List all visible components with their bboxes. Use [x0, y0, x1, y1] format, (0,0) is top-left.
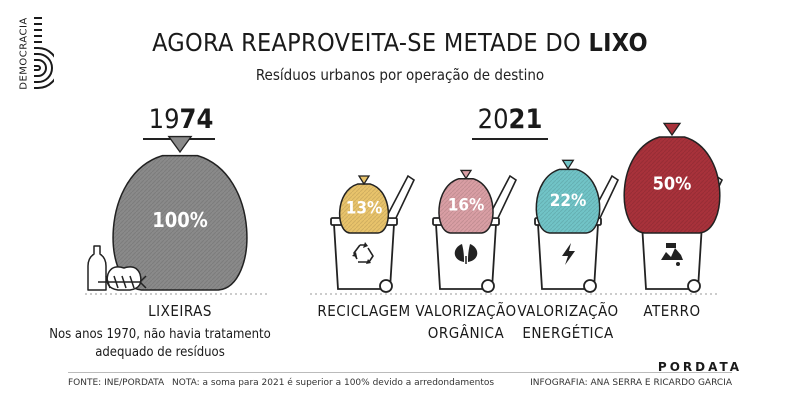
- category-label-line: VALORIZAÇÃO: [415, 302, 517, 320]
- value-label-valorizacao_energetica: 22%: [550, 191, 587, 211]
- bag-texture-lixeiras: [113, 155, 247, 290]
- footer-source: FONTE: INE/PORDATA: [68, 378, 165, 388]
- leaf-right: [468, 244, 478, 262]
- category-label-aterro: ATERRO: [602, 300, 742, 322]
- bag-reciclagem: 13%: [338, 175, 390, 234]
- bag-knot-valorizacao_energetica: [561, 159, 575, 170]
- bag-aterro: 50%: [623, 122, 721, 234]
- year-2021-regular: 20: [477, 104, 509, 135]
- year-1974-regular: 19: [148, 104, 180, 135]
- title-bold: LIXO: [588, 28, 648, 57]
- bin-wheel-reciclagem: [379, 279, 393, 293]
- footer-note: NOTA: a soma para 2021 é superior a 100%…: [172, 378, 495, 388]
- landfill-truck: [666, 243, 676, 248]
- category-label-line: ORGÂNICA: [427, 324, 505, 342]
- landfill-wheel: [676, 262, 680, 266]
- bag-knot-lixeiras: [167, 135, 193, 154]
- year-2021-bold: 21: [508, 104, 543, 135]
- value-label-valorizacao_organica: 16%: [448, 196, 485, 216]
- note-1974-line1: Nos anos 1970, não havia tratamento: [49, 327, 271, 342]
- rubbish-icons: [87, 245, 147, 291]
- category-label-valorizacao-energetica: VALORIZAÇÃO ENERGÉTICA: [498, 300, 638, 344]
- value-label-lixeiras: 100%: [152, 208, 208, 232]
- recycle-arrows: [353, 244, 374, 263]
- bin-lid-valorizacao_organica: [486, 174, 518, 219]
- leaf-left: [454, 244, 464, 262]
- landfill-icon: [661, 243, 683, 266]
- category-label-line: ENERGÉTICA: [522, 324, 614, 342]
- pordata-logo: PORDATA: [657, 360, 742, 374]
- bottle-icon: [87, 245, 107, 291]
- chart-subtitle: Resíduos urbanos por operação de destino: [255, 66, 545, 84]
- year-2021: 2021: [470, 104, 550, 135]
- bag-knot-valorizacao_organica: [459, 169, 473, 180]
- bag-texture-aterro: [624, 137, 720, 233]
- bin-wheel-valorizacao_organica: [481, 279, 495, 293]
- bin-wheel-aterro: [687, 279, 701, 293]
- landfill-mound: [661, 248, 683, 260]
- fishbone-icon: [98, 275, 147, 289]
- bag-texture-reciclagem: [339, 184, 389, 233]
- recycle-heads: [352, 242, 371, 264]
- bag-knot-reciclagem: [357, 175, 371, 186]
- category-label-lixeiras: LIXEIRAS: [148, 302, 212, 320]
- bin-wheel-valorizacao_energetica: [583, 279, 597, 293]
- recycle-icon: [352, 242, 374, 264]
- chart-title: AGORA REAPROVEITA-SE METADE DO LIXO: [0, 28, 800, 57]
- category-label-valorizacao-organica: VALORIZAÇÃO ORGÂNICA: [396, 300, 536, 344]
- year-2021-underline: [472, 138, 548, 140]
- year-1974-bold: 74: [179, 104, 214, 135]
- note-1974-line2: adequado de resíduos: [95, 345, 225, 360]
- bag-lixeiras: 100%: [112, 135, 248, 291]
- bag-texture-valorizacao_energetica: [536, 169, 600, 233]
- year-1974: 1974: [141, 104, 221, 135]
- footer-credits: INFOGRAFIA: ANA SERRA E RICARDO GARCIA: [530, 378, 732, 388]
- category-label-line: ATERRO: [643, 302, 701, 320]
- bin-lid-reciclagem: [384, 174, 416, 219]
- value-label-reciclagem: 13%: [346, 198, 383, 218]
- category-label-line: VALORIZAÇÃO: [517, 302, 619, 320]
- title-regular: AGORA REAPROVEITA-SE METADE DO: [152, 28, 589, 57]
- note-1974: Nos anos 1970, não havia tratamento adeq…: [40, 326, 280, 362]
- lightning-icon: [562, 243, 575, 265]
- bag-texture-valorizacao_organica: [438, 178, 494, 233]
- apple-core-icon: [106, 266, 142, 291]
- value-label-aterro: 50%: [653, 173, 692, 194]
- bag-valorizacao_organica: 16%: [438, 169, 494, 234]
- footer-divider: [68, 372, 732, 373]
- lightning-bolt: [562, 243, 575, 265]
- bag-valorizacao_energetica: 22%: [535, 159, 601, 234]
- category-label-line: RECICLAGEM: [317, 302, 411, 320]
- category-label-reciclagem: RECICLAGEM: [294, 300, 434, 322]
- bag-knot-aterro: [662, 122, 682, 137]
- leaf-icon: [454, 244, 478, 264]
